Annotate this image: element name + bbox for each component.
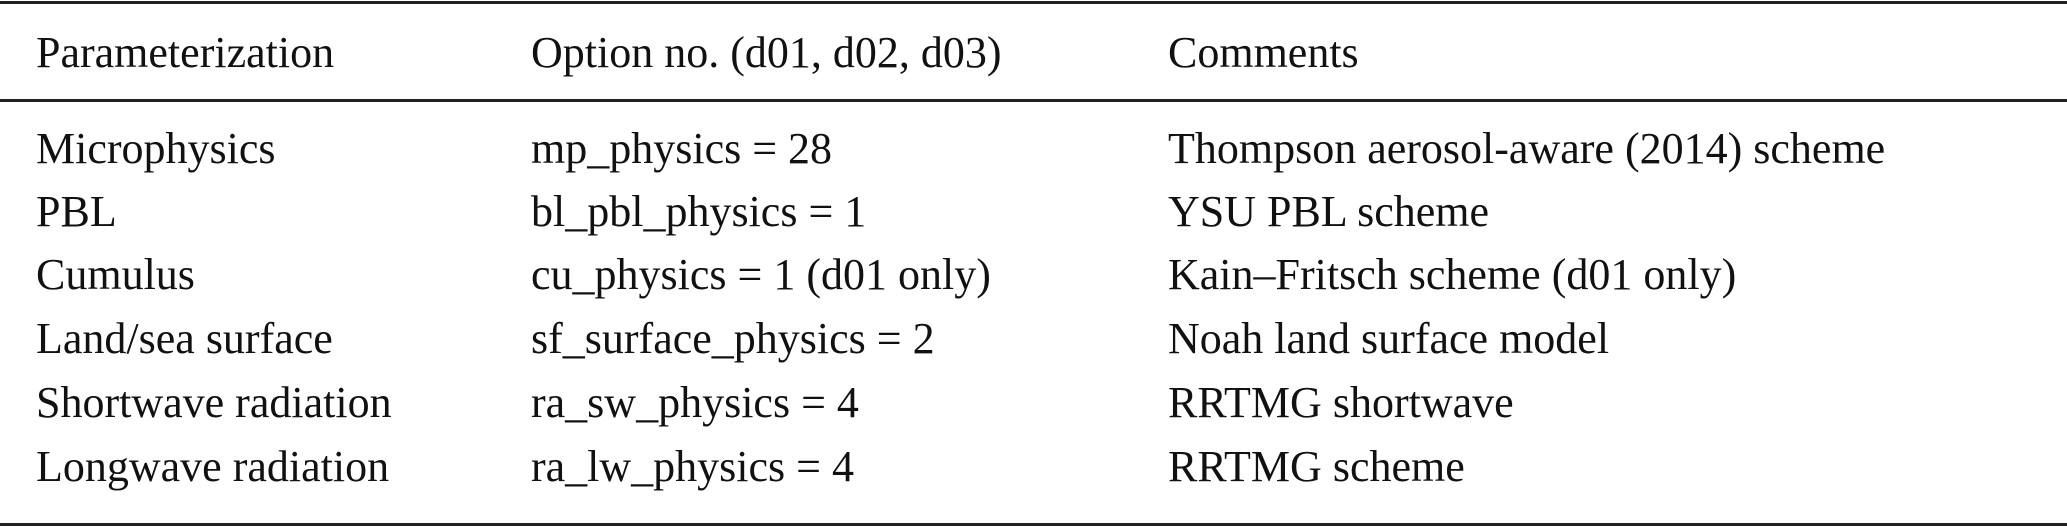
row-option: ra_lw_physics = 4 bbox=[531, 442, 854, 491]
header-option-no: Option no. (d01, d02, d03) bbox=[531, 28, 1002, 77]
row-parameterization: Microphysics bbox=[36, 124, 276, 173]
row-parameterization: PBL bbox=[36, 187, 117, 236]
row-comment: Kain–Fritsch scheme (d01 only) bbox=[1168, 250, 1737, 299]
row-parameterization: Longwave radiation bbox=[36, 442, 390, 491]
row-option: ra_sw_physics = 4 bbox=[531, 378, 859, 427]
row-option: sf_surface_physics = 2 bbox=[531, 314, 935, 363]
row-comment: RRTMG shortwave bbox=[1168, 378, 1514, 427]
header-comments: Comments bbox=[1168, 28, 1359, 77]
row-comment: Noah land surface model bbox=[1168, 314, 1610, 363]
row-comment: Thompson aerosol-aware (2014) scheme bbox=[1168, 124, 1886, 173]
row-parameterization: Cumulus bbox=[36, 250, 195, 299]
row-option: bl_pbl_physics = 1 bbox=[531, 187, 867, 236]
row-option: mp_physics = 28 bbox=[531, 124, 833, 173]
row-parameterization: Land/sea surface bbox=[36, 314, 333, 363]
row-option: cu_physics = 1 (d01 only) bbox=[531, 250, 991, 299]
row-parameterization: Shortwave radiation bbox=[36, 378, 392, 427]
bottom-rule bbox=[0, 523, 2067, 526]
top-rule bbox=[0, 1, 2067, 4]
header-parameterization: Parameterization bbox=[36, 28, 335, 77]
header-rule bbox=[0, 99, 2067, 102]
row-comment: RRTMG scheme bbox=[1168, 442, 1465, 491]
row-comment: YSU PBL scheme bbox=[1168, 187, 1490, 236]
